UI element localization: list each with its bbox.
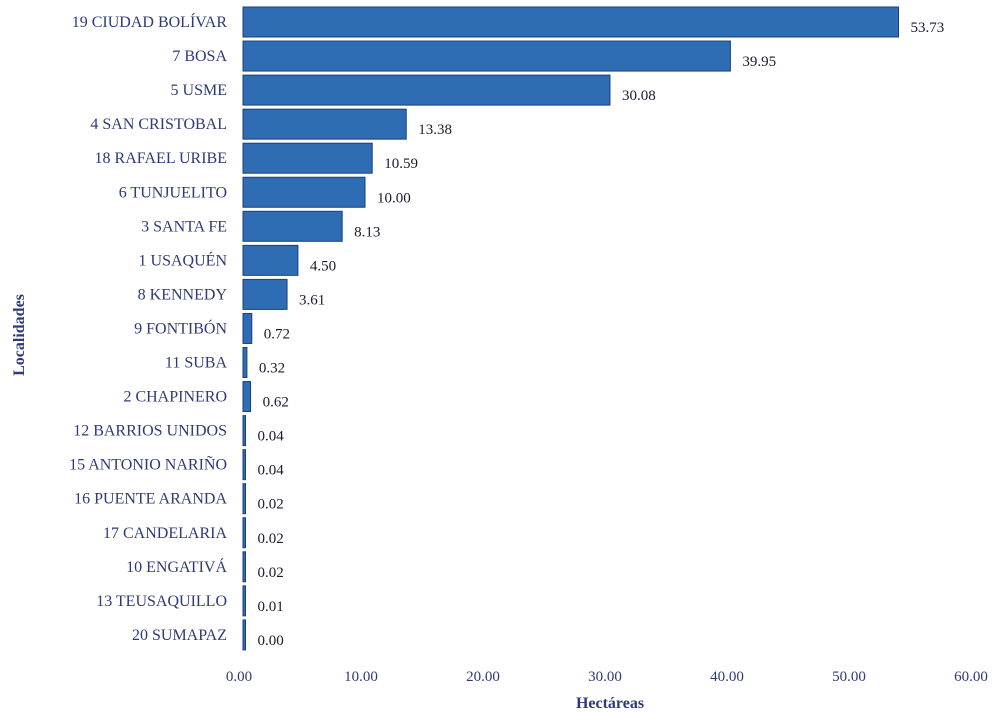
bar	[242, 483, 246, 515]
bar	[242, 278, 288, 310]
category-label: 4 SAN CRISTOBAL	[90, 116, 227, 133]
category-label: 1 USAQUÉN	[139, 250, 228, 269]
data-label: 53.73	[911, 20, 945, 36]
x-tick-label: 30.00	[588, 669, 622, 685]
y-axis-title: Localidades	[11, 294, 28, 376]
data-label: 39.95	[742, 54, 776, 70]
data-label: 0.62	[263, 395, 289, 411]
bar	[242, 142, 373, 174]
category-label: 2 CHAPINERO	[123, 389, 227, 406]
category-label: 3 SANTA FE	[141, 218, 227, 235]
category-label: 20 SUMAPAZ	[132, 627, 227, 644]
x-tick-label: 10.00	[344, 669, 378, 685]
category-label: 13 TEUSAQUILLO	[96, 593, 227, 610]
data-label: 30.08	[622, 88, 656, 104]
data-label: 4.50	[310, 258, 336, 274]
x-axis-ticks: 0.00 10.00 20.00 30.00 40.00 50.00 60.00	[226, 669, 988, 685]
category-label: 12 BARRIOS UNIDOS	[73, 423, 227, 440]
data-label: 0.02	[258, 565, 284, 581]
x-tick-label: 50.00	[832, 669, 866, 685]
data-label: 0.32	[259, 361, 285, 377]
category-label: 5 USME	[171, 82, 227, 99]
data-label: 3.61	[299, 292, 325, 308]
bar	[242, 40, 731, 72]
data-label: 0.02	[258, 531, 284, 547]
category-label: 15 ANTONIO NARIÑO	[69, 456, 227, 474]
bar	[242, 176, 366, 208]
bar	[242, 381, 252, 413]
bar	[242, 108, 407, 140]
bar	[242, 619, 246, 651]
bar	[242, 244, 299, 276]
category-labels: 19 CIUDAD BOLÍVAR 7 BOSA 5 USME 4 SAN CRIST…	[69, 12, 227, 644]
data-label: 13.38	[418, 122, 452, 138]
data-label: 0.01	[258, 599, 284, 615]
bar	[242, 585, 246, 617]
category-label: 9 FONTIBÓN	[134, 318, 227, 337]
data-label: 0.00	[258, 633, 284, 649]
data-label: 0.72	[264, 326, 290, 342]
bar	[242, 6, 900, 38]
x-tick-label: 40.00	[710, 669, 744, 685]
data-label: 10.59	[384, 156, 418, 172]
data-label: 10.00	[377, 190, 411, 206]
bar	[242, 517, 246, 549]
category-label: 11 SUBA	[165, 355, 228, 372]
category-label: 7 BOSA	[172, 48, 227, 65]
bar	[242, 449, 246, 481]
category-label: 17 CANDELARIA	[103, 525, 227, 542]
bars-group	[242, 6, 900, 651]
bar	[242, 74, 611, 106]
category-label: 6 TUNJUELITO	[119, 184, 227, 201]
category-label: 10 ENGATIVÁ	[126, 557, 227, 576]
category-label: 16 PUENTE ARANDA	[74, 491, 227, 508]
bar	[242, 415, 246, 447]
data-label: 0.02	[258, 497, 284, 513]
bar	[242, 347, 248, 378]
x-tick-label: 60.00	[954, 669, 988, 685]
x-tick-label: 0.00	[226, 669, 252, 685]
value-labels: 53.73 39.95 30.08 13.38 10.59 10.00 8.13 4.50 3.…	[258, 20, 945, 649]
data-label: 0.04	[258, 429, 285, 445]
category-label: 18 RAFAEL URIBE	[95, 150, 227, 167]
bar	[242, 312, 253, 344]
bar	[242, 210, 343, 242]
x-axis-title: Hectáreas	[576, 695, 644, 712]
data-label: 8.13	[354, 224, 380, 240]
category-label: 19 CIUDAD BOLÍVAR	[72, 12, 228, 31]
bar	[242, 551, 246, 583]
category-label: 8 KENNEDY	[138, 286, 228, 303]
x-tick-label: 20.00	[466, 669, 500, 685]
data-label: 0.04	[258, 463, 285, 479]
